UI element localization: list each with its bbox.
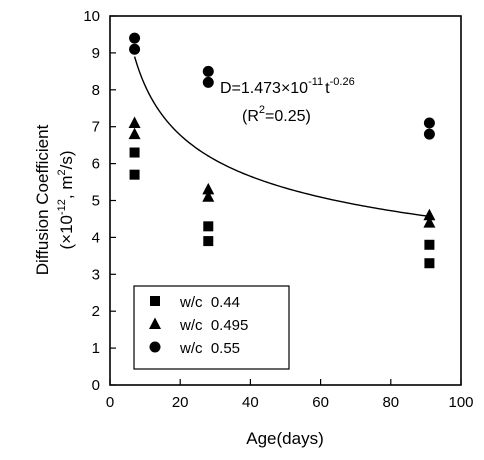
- fit-equation: D=1.473×10-11 t-0.26: [220, 76, 355, 97]
- y-tick-label: 5: [92, 193, 100, 210]
- y-tick-label: 1: [92, 340, 100, 357]
- data-points: [128, 32, 436, 269]
- legend-label: w/c 0.495: [179, 317, 248, 334]
- triangle-data-point: [128, 127, 141, 140]
- legend-label: w/c 0.55: [179, 340, 240, 357]
- legend-square-marker: [150, 296, 160, 306]
- legend-label: w/c 0.44: [179, 294, 240, 311]
- fit-r-squared: (R2=0.25): [242, 104, 311, 125]
- legend-circle-marker: [149, 341, 161, 353]
- circle-data-point: [423, 128, 435, 140]
- triangle-data-point: [128, 116, 141, 129]
- x-tick-label: 60: [312, 394, 329, 411]
- x-axis-title: Age(days): [246, 429, 323, 448]
- square-data-point: [203, 236, 214, 247]
- circle-data-point: [202, 65, 214, 77]
- y-tick-label: 0: [92, 377, 100, 394]
- plot-area-frame: [109, 15, 462, 386]
- square-data-point: [203, 221, 214, 232]
- y-tick-label: 7: [92, 119, 100, 136]
- x-tick-label: 40: [242, 394, 259, 411]
- circle-data-point: [423, 117, 435, 129]
- square-data-point: [129, 147, 140, 158]
- y-axis-title: Diffusion Coefficient (×10-12, m2/s): [33, 124, 76, 275]
- square-data-point: [129, 169, 140, 180]
- circle-data-point: [202, 76, 214, 88]
- y-axis-title-line2: (×10-12, m2/s): [56, 150, 76, 249]
- y-tick-label: 9: [92, 45, 100, 62]
- y-tick-label: 3: [92, 266, 100, 283]
- triangle-data-point: [423, 216, 436, 228]
- x-tick-label: 20: [172, 394, 189, 411]
- circle-data-point: [129, 32, 141, 44]
- square-data-point: [424, 239, 435, 250]
- x-tick-label: 100: [448, 394, 473, 411]
- fit-curve: [133, 56, 430, 218]
- fit-curve-layer: [133, 56, 430, 218]
- y-tick-label: 4: [92, 229, 100, 246]
- triangle-data-point: [202, 190, 215, 202]
- legend: w/c 0.44 w/c 0.495 w/c 0.55: [149, 294, 248, 357]
- legend-triangle-marker: [149, 317, 161, 329]
- y-tick-label: 2: [92, 303, 100, 320]
- square-data-point: [424, 258, 435, 269]
- y-tick-label: 6: [92, 156, 100, 173]
- triangle-data-point: [423, 208, 436, 221]
- y-tick-label: 10: [83, 8, 100, 25]
- circle-data-point: [129, 43, 141, 55]
- x-tick-label: 80: [382, 394, 399, 411]
- y-tick-label: 8: [92, 82, 100, 99]
- x-tick-label: 0: [106, 394, 114, 411]
- y-axis-title-line1: Diffusion Coefficient: [33, 124, 52, 275]
- triangle-data-point: [202, 182, 215, 195]
